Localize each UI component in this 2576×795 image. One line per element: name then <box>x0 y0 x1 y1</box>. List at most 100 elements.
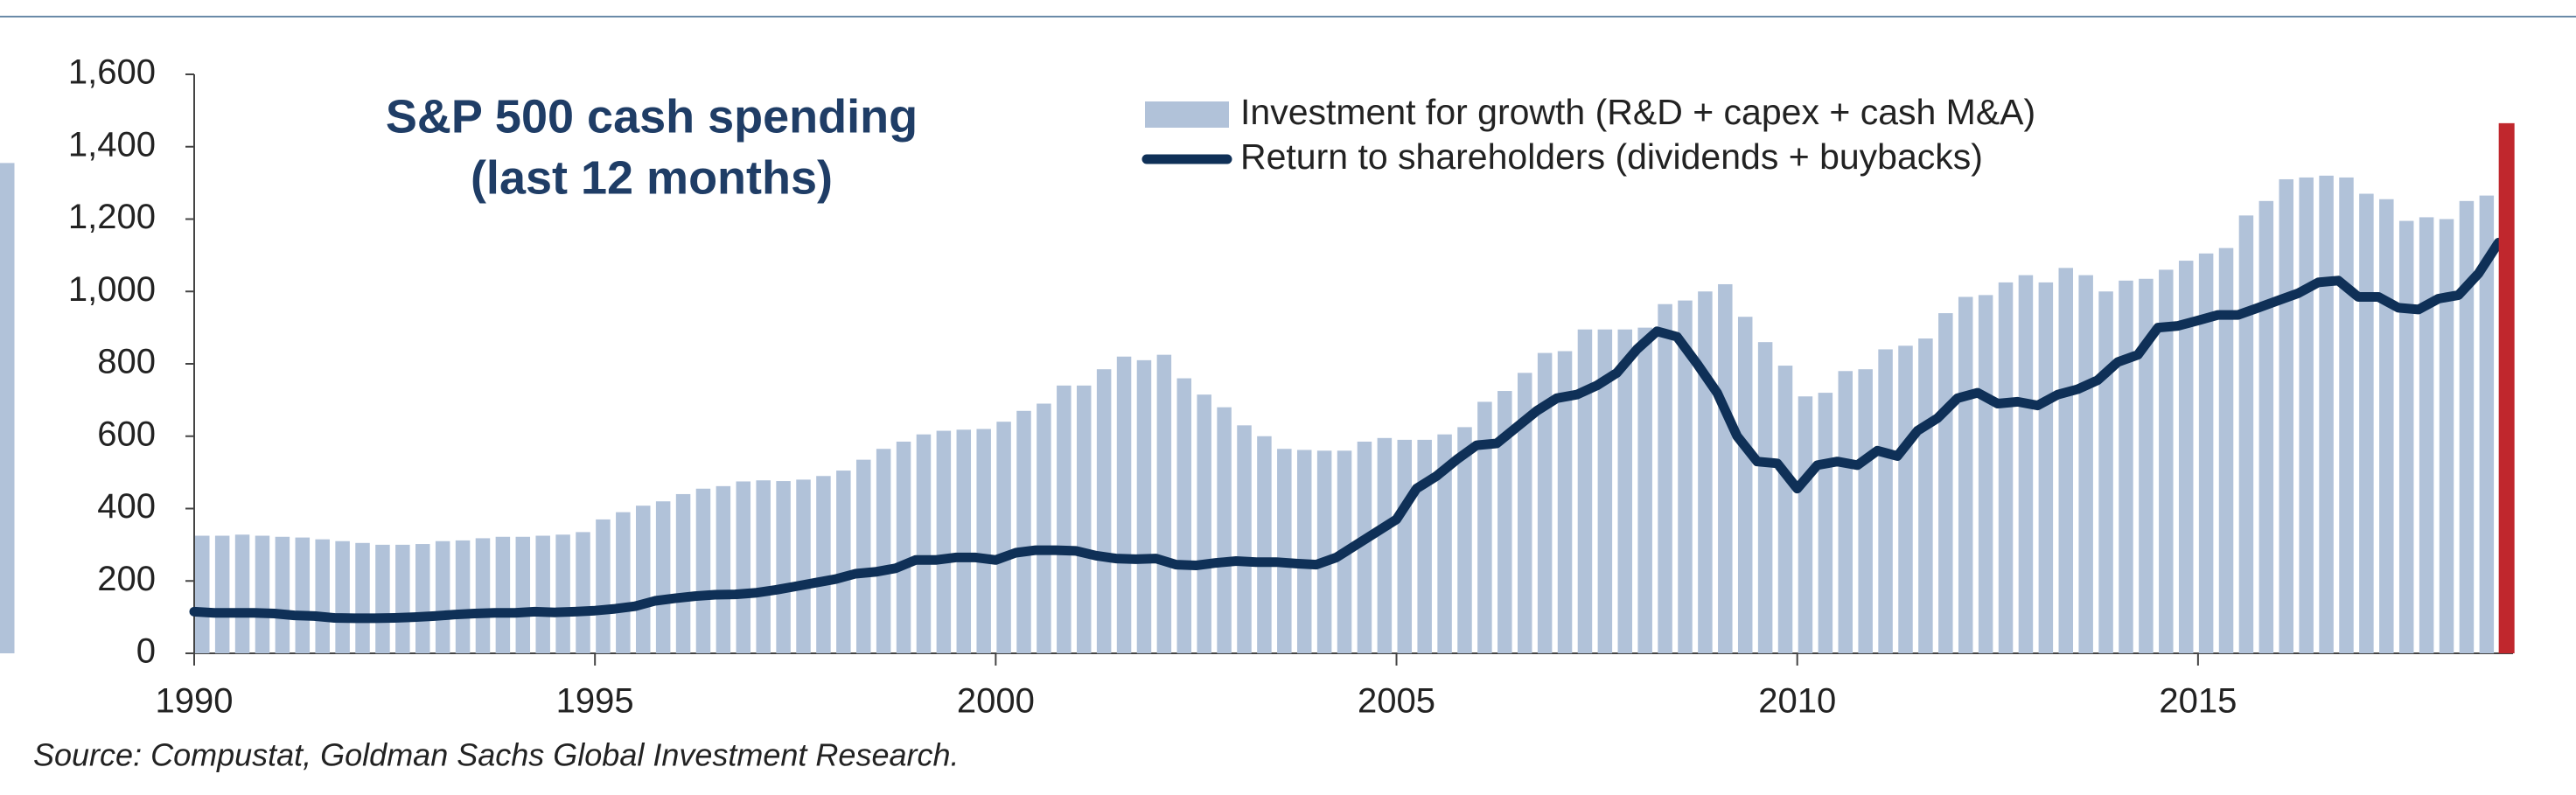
bar <box>515 536 531 653</box>
bar <box>0 164 15 653</box>
bar <box>395 544 410 653</box>
bar <box>1417 439 1432 653</box>
y-tick-label: 0 <box>136 632 156 671</box>
bar <box>1037 403 1051 653</box>
bar <box>2198 253 2214 653</box>
bar <box>655 501 671 653</box>
bar <box>1557 351 1573 653</box>
x-tick-label: 2015 <box>2159 682 2237 721</box>
bar <box>455 540 471 653</box>
bar <box>695 488 711 653</box>
bar <box>1798 396 1813 653</box>
bar <box>1217 407 1232 653</box>
bar <box>1096 369 1112 653</box>
bar <box>996 422 1011 653</box>
bar <box>1818 393 1833 653</box>
bar <box>1397 439 1413 653</box>
bar <box>776 481 791 653</box>
bar <box>1858 369 1873 653</box>
bar <box>1577 329 1593 653</box>
bar <box>2238 215 2254 654</box>
x-tick-label: 2000 <box>957 682 1035 721</box>
bar <box>1718 283 1733 653</box>
bar <box>1237 425 1252 653</box>
bar <box>2459 200 2475 653</box>
bar <box>315 539 330 653</box>
bar <box>1016 410 1031 653</box>
highlight-bar <box>2498 122 2515 653</box>
x-tick-label: 1990 <box>156 682 234 721</box>
bar <box>214 535 230 653</box>
bar <box>876 449 891 653</box>
bar <box>1477 401 1492 653</box>
chart-title: S&P 500 cash spending <box>386 90 918 143</box>
y-tick-label: 800 <box>97 343 156 381</box>
bar <box>2379 199 2394 653</box>
y-tick-label: 1,400 <box>68 125 156 164</box>
bar <box>2279 178 2294 654</box>
bar <box>2439 219 2454 653</box>
legend-label: Return to shareholders (dividends + buyb… <box>1240 136 1983 177</box>
bar <box>1938 313 1953 653</box>
bar <box>2159 269 2174 653</box>
bar <box>1737 317 1753 653</box>
bar <box>355 542 370 653</box>
bar <box>1116 356 1132 653</box>
bar <box>1296 450 1312 653</box>
bar <box>756 480 771 653</box>
bar <box>2139 278 2154 653</box>
bar <box>976 429 991 653</box>
bar <box>234 534 250 653</box>
bar <box>675 493 691 653</box>
bar <box>1918 338 1933 653</box>
bar <box>415 544 430 653</box>
bar <box>295 537 311 653</box>
bar <box>2078 275 2093 653</box>
bar <box>1156 354 1172 653</box>
bar <box>1777 366 1793 653</box>
bar <box>1617 329 1633 653</box>
bar <box>616 512 631 653</box>
bar <box>896 441 911 653</box>
bar <box>936 430 952 653</box>
bar <box>1958 296 1973 653</box>
y-tick-label: 600 <box>97 415 156 453</box>
bar <box>2018 275 2034 653</box>
y-tick-label: 200 <box>97 560 156 598</box>
y-tick-label: 1,200 <box>68 198 156 236</box>
bar <box>555 534 570 653</box>
bar <box>1998 282 2014 653</box>
bar <box>195 535 210 653</box>
bar <box>736 481 751 653</box>
bar <box>1597 329 1613 653</box>
bar <box>596 519 611 653</box>
bar <box>2419 217 2434 653</box>
bar <box>1257 436 1272 653</box>
bar <box>855 459 871 653</box>
bar <box>2178 261 2194 653</box>
bar <box>1698 291 1713 653</box>
bar <box>576 532 590 653</box>
line <box>189 237 2503 624</box>
bar <box>1437 434 1452 653</box>
bar <box>2339 177 2354 653</box>
x-tick-label: 2005 <box>1358 682 1435 721</box>
bar <box>2218 248 2234 653</box>
bar <box>1978 295 1993 653</box>
bar <box>1537 352 1553 653</box>
chart-subtitle: (last 12 months) <box>471 151 833 204</box>
source-note: Source: Compustat, Goldman Sachs Global … <box>33 737 960 773</box>
bar <box>255 535 270 653</box>
bar <box>1497 391 1512 653</box>
bar <box>1517 373 1532 653</box>
bar <box>1316 450 1332 653</box>
legend-label: Investment for growth (R&D + capex + cas… <box>1240 92 2035 132</box>
bar <box>475 538 491 653</box>
bar <box>495 536 511 653</box>
x-tick-label: 1995 <box>556 682 634 721</box>
bar <box>375 544 390 653</box>
bar <box>1637 327 1652 653</box>
bar <box>2398 220 2414 653</box>
bar <box>1658 303 1672 653</box>
